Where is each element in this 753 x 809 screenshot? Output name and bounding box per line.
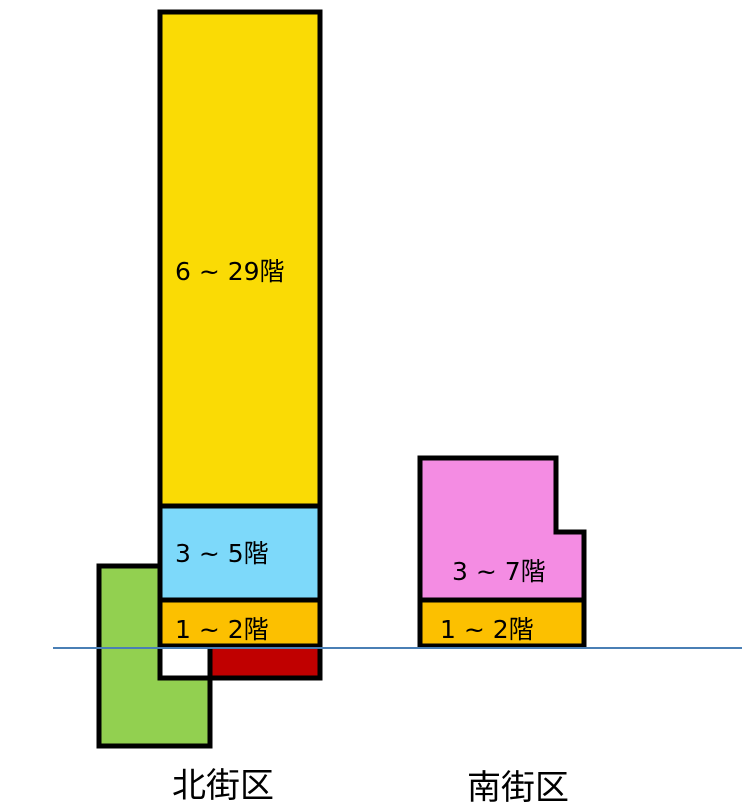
south-building-lower	[417, 597, 587, 649]
north-tower-middle	[157, 503, 323, 603]
north-tower-upper	[157, 9, 323, 509]
basement-block	[207, 643, 323, 681]
north-tower-lower	[157, 597, 323, 649]
north-lower-floors-label: 1 ~ 2階	[175, 615, 269, 644]
north-upper-floors-label: 6 ~ 29階	[175, 257, 285, 286]
south-lower-floors-label: 1 ~ 2階	[440, 615, 534, 644]
south-upper-floors-label: 3 ~ 7階	[452, 557, 546, 586]
north-middle-floors-label: 3 ~ 5階	[175, 539, 269, 568]
south-district-name: 南街区	[467, 768, 569, 808]
north-district-name: 北街区	[172, 766, 274, 806]
